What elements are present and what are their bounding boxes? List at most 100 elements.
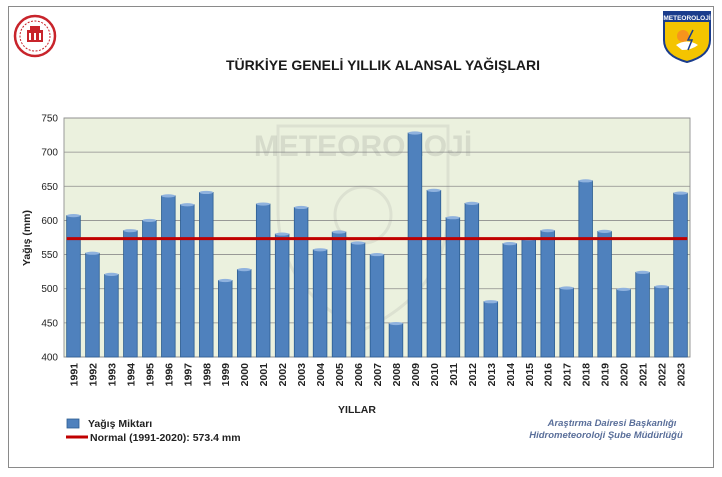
meteoroloji-logo-text: METEOROLOJİ xyxy=(663,14,711,22)
bar-top xyxy=(351,241,365,245)
bar-body xyxy=(369,254,385,358)
bar xyxy=(293,205,309,358)
bar-body xyxy=(123,230,138,358)
bar-top xyxy=(161,194,176,198)
watermark-text: METEOROLOJİ xyxy=(254,130,472,163)
bar-body xyxy=(255,203,271,358)
x-tick-label: 2002 xyxy=(277,363,289,387)
bar-top xyxy=(256,202,271,206)
bar-top xyxy=(332,230,346,234)
bar-body xyxy=(407,132,423,358)
x-tick-label: 2014 xyxy=(505,363,517,387)
x-tick-label: 2017 xyxy=(562,363,574,387)
bar xyxy=(236,267,252,358)
x-tick-label: 2004 xyxy=(315,363,327,387)
bar xyxy=(180,203,195,358)
bar-top xyxy=(199,190,214,195)
bar-body xyxy=(66,215,81,358)
bar-top xyxy=(237,267,252,272)
x-tick-label: 2015 xyxy=(524,363,536,387)
bar xyxy=(218,278,233,358)
bar xyxy=(616,287,631,358)
bar-body xyxy=(199,192,214,358)
bar-body xyxy=(236,269,252,358)
bar-top xyxy=(540,229,555,233)
bar-body xyxy=(180,204,195,358)
bar xyxy=(161,194,176,358)
bar-top xyxy=(104,272,119,276)
x-tick-label: 1995 xyxy=(144,363,156,387)
y-tick-label: 450 xyxy=(41,318,58,329)
bar xyxy=(673,191,688,358)
bar-body xyxy=(464,202,480,358)
x-tick-label: 1999 xyxy=(220,363,232,387)
y-ticks: 400 450 500 550 600 650 700 750 xyxy=(41,114,58,364)
bar xyxy=(597,229,612,358)
y-tick-label: 400 xyxy=(41,353,58,364)
bar-top xyxy=(85,251,100,255)
bar xyxy=(635,270,650,358)
bars xyxy=(66,131,688,358)
bar-body xyxy=(218,280,233,358)
bar-top xyxy=(427,188,441,192)
x-tick-label: 2007 xyxy=(372,363,384,387)
bar-top xyxy=(275,232,289,236)
x-tick-label: 2018 xyxy=(581,363,593,387)
bar-body xyxy=(312,249,328,358)
bar-body xyxy=(559,287,574,358)
bar-body xyxy=(161,195,176,358)
bar xyxy=(483,300,499,358)
bar xyxy=(502,242,518,358)
bar xyxy=(388,321,404,358)
x-tick-label: 2016 xyxy=(543,363,555,387)
bar xyxy=(142,218,157,358)
bar-top xyxy=(673,191,688,195)
x-tick-label: 1997 xyxy=(182,363,194,387)
bar-top xyxy=(465,201,479,205)
x-tick-label: 2022 xyxy=(657,363,669,387)
x-tick-label: 2010 xyxy=(429,363,441,387)
x-tick-label: 2011 xyxy=(448,363,460,386)
bar xyxy=(559,286,574,358)
bar-body xyxy=(426,189,442,358)
bar-top xyxy=(294,205,308,210)
bar-top xyxy=(142,218,157,223)
meteoroloji-shield-icon: METEOROLOJİ xyxy=(663,11,711,64)
x-ticks: 1991 1992 1993 1994 1995 1996 1997 1998 1999 2000… xyxy=(68,363,687,387)
credit-line-1: Araştırma Dairesi Başkanlığı xyxy=(547,418,677,429)
x-tick-label: 1994 xyxy=(125,363,137,387)
bar-body xyxy=(654,286,669,358)
bar-body xyxy=(483,301,499,358)
bar xyxy=(255,202,271,358)
x-tick-label: 2019 xyxy=(600,363,612,387)
legend-line-label: Normal (1991-2020): 573.4 mm xyxy=(90,432,241,444)
bar-top xyxy=(578,179,593,183)
bar xyxy=(274,232,290,358)
bar-body xyxy=(521,238,536,358)
y-tick-label: 600 xyxy=(41,216,58,227)
bar-top xyxy=(66,214,81,218)
bar-body xyxy=(578,180,593,358)
bar-body xyxy=(502,243,518,358)
bar-top xyxy=(123,229,138,233)
bar-top xyxy=(313,248,327,252)
x-axis-label: YILLAR xyxy=(338,404,376,416)
bar xyxy=(407,131,423,358)
bar-top xyxy=(446,216,460,220)
x-tick-label: 2021 xyxy=(638,363,650,387)
bar-top xyxy=(635,270,650,274)
legend: Yağış Miktarı Normal (1991-2020): 573.4 … xyxy=(66,418,241,444)
bar-body xyxy=(635,271,650,358)
x-tick-label: 2013 xyxy=(486,363,498,387)
y-tick-label: 500 xyxy=(41,284,58,295)
bar-body xyxy=(274,233,290,358)
bar xyxy=(369,252,385,358)
bar-top xyxy=(370,252,384,257)
bar xyxy=(445,216,461,358)
bar xyxy=(426,188,442,358)
bar xyxy=(199,190,214,358)
x-tick-label: 1998 xyxy=(201,363,213,387)
y-axis-label: Yağış (mm) xyxy=(21,210,33,266)
y-tick-label: 750 xyxy=(41,114,58,125)
y-tick-label: 650 xyxy=(41,182,58,193)
